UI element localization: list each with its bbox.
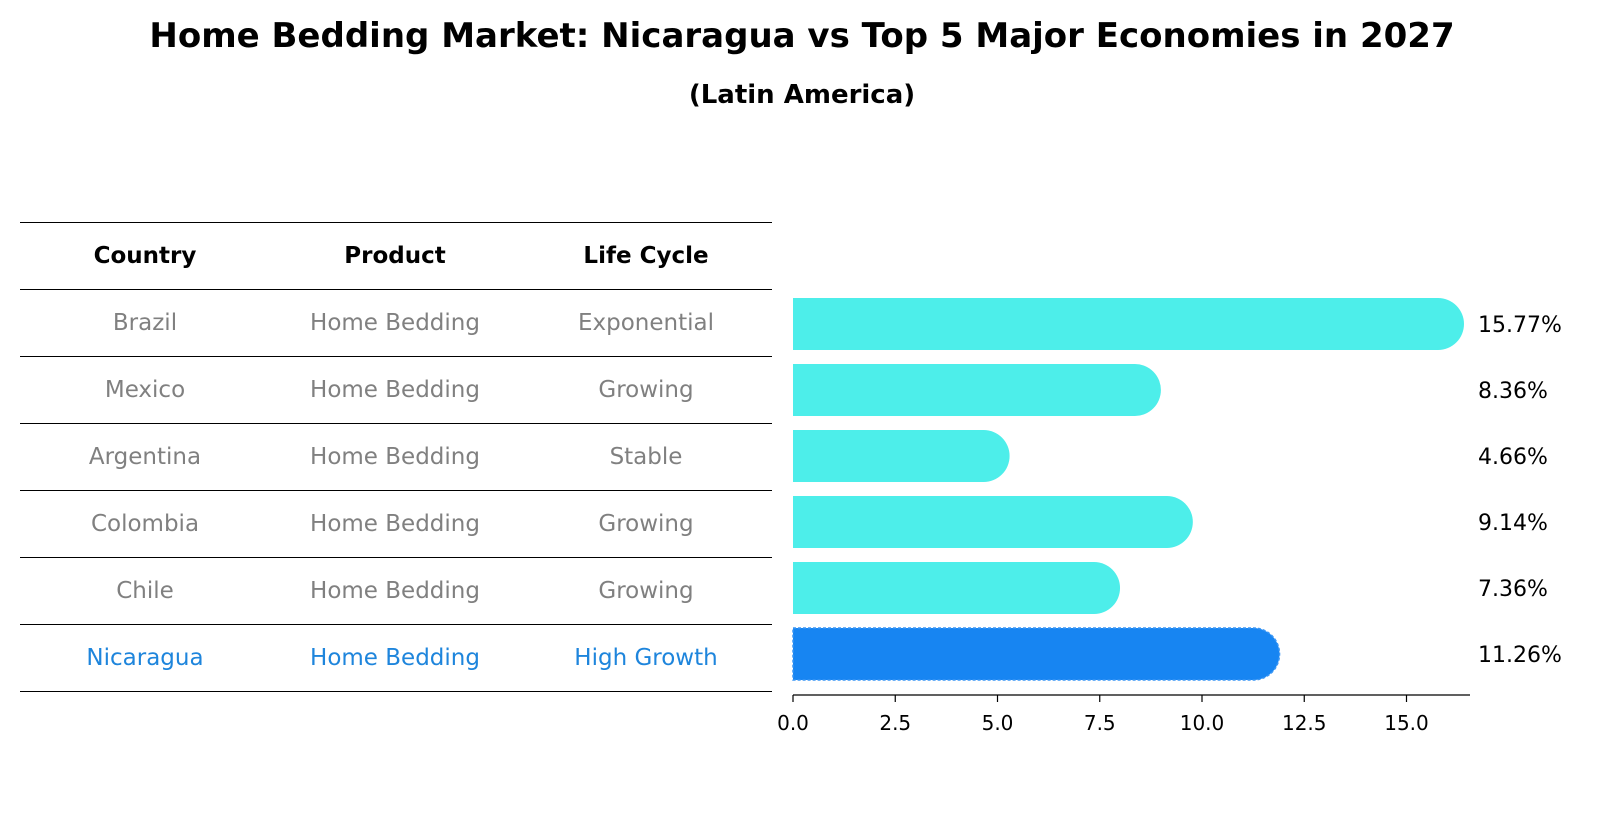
table-row: Chile Home Bedding Growing (20, 557, 772, 624)
bar-argentina (793, 430, 1010, 482)
cell-life-cycle: Growing (598, 377, 694, 403)
header-product: Product (344, 243, 446, 269)
cell-life-cycle: Growing (598, 578, 694, 604)
table-header-row: Country Product Life Cycle (20, 222, 772, 289)
table-row: Brazil Home Bedding Exponential (20, 289, 772, 356)
header-life-cycle: Life Cycle (583, 243, 709, 269)
x-tick-label: 12.5 (1282, 711, 1327, 735)
cell-country: Colombia (90, 511, 200, 537)
cell-country: Brazil (112, 310, 178, 336)
table-row: Mexico Home Bedding Growing (20, 356, 772, 423)
cell-life-cycle: Stable (609, 444, 683, 470)
cell-life-cycle: Growing (598, 511, 694, 537)
cell-product: Home Bedding (310, 645, 480, 671)
table-row: Argentina Home Bedding Stable (20, 423, 772, 490)
bar-chile (793, 562, 1121, 614)
cell-life-cycle: High Growth (574, 645, 718, 671)
cell-country: Mexico (104, 377, 186, 403)
cell-country: Chile (116, 578, 174, 604)
cell-country: Argentina (88, 444, 202, 470)
x-tick-label: 7.5 (1084, 711, 1116, 735)
cell-product: Home Bedding (310, 444, 480, 470)
cell-product: Home Bedding (310, 310, 480, 336)
value-label: 11.26% (1478, 643, 1562, 668)
cell-product: Home Bedding (310, 377, 480, 403)
cell-product: Home Bedding (310, 578, 480, 604)
chart-subtitle: (Latin America) (688, 80, 916, 110)
value-label: 8.36% (1478, 379, 1548, 404)
bar-nicaragua (792, 627, 1281, 681)
bar-brazil (793, 298, 1464, 350)
data-table: Country Product Life Cycle Brazil Home B… (20, 222, 772, 692)
value-label: 7.36% (1478, 577, 1548, 602)
cell-life-cycle: Exponential (577, 310, 714, 336)
value-label: 9.14% (1478, 511, 1548, 536)
x-tick-label: 2.5 (879, 711, 911, 735)
chart-title: Home Bedding Market: Nicaragua vs Top 5 … (149, 16, 1455, 56)
bar-colombia (793, 496, 1193, 548)
x-tick-label: 5.0 (982, 711, 1014, 735)
x-tick-label: 0.0 (777, 711, 809, 735)
value-label: 4.66% (1478, 445, 1548, 470)
bar-mexico (793, 364, 1161, 416)
x-tick-label: 10.0 (1180, 711, 1225, 735)
x-tick-label: 15.0 (1384, 711, 1429, 735)
cell-product: Home Bedding (310, 511, 480, 537)
value-label: 15.77% (1478, 313, 1562, 338)
cell-country: Nicaragua (86, 645, 204, 671)
header-country: Country (93, 243, 197, 269)
table-row: Colombia Home Bedding Growing (20, 490, 772, 557)
table-row-highlight: Nicaragua Home Bedding High Growth (20, 624, 772, 692)
